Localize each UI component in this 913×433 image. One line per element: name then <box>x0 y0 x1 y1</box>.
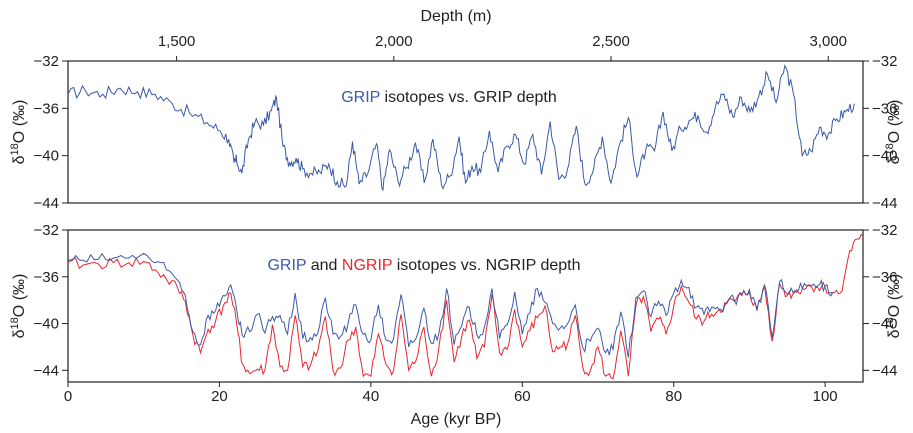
bottom-axis-tick-label: 60 <box>514 388 531 405</box>
right-axis-tick-label: −36 <box>872 100 897 117</box>
panel-grip-ngrip-age: 0 20 40 60 80 100 −32 −36 −40 −44 −32 −36 −40 −44 G… <box>9 222 903 405</box>
panel2-left-ticks: −32 −36 −40 −44 <box>34 222 68 379</box>
left-axis-tick-label: −36 <box>34 100 59 117</box>
bottom-axis-tick-label: 80 <box>665 388 682 405</box>
bottom-axis-tick-label: 0 <box>64 388 72 405</box>
panel1-frame <box>67 60 864 204</box>
top-axis-tick-label: 3,000 <box>809 33 847 50</box>
series-line-grip <box>67 252 834 358</box>
right-axis-tick-label: −36 <box>872 269 897 286</box>
panel2-frame <box>67 229 864 383</box>
top-axis-tick-label: 2,500 <box>592 33 630 50</box>
top-axis-tick-label: 2,000 <box>375 33 413 50</box>
right-axis-tick-label: −40 <box>872 316 897 333</box>
left-axis-tick-label: −40 <box>34 148 59 165</box>
left-axis-tick-label: −32 <box>34 222 59 239</box>
panel1-top-ticks: 1,500 2,000 2,500 3,000 <box>158 33 847 61</box>
bottom-axis-title: Age (kyr BP) <box>411 411 502 428</box>
top-axis-title: Depth (m) <box>420 8 491 25</box>
left-axis-tick-label: −36 <box>34 269 59 286</box>
panel2-bottom-ticks: 0 20 40 60 80 100 <box>64 382 838 405</box>
bottom-axis-tick-label: 100 <box>813 388 838 405</box>
top-axis-tick-label: 1,500 <box>158 33 196 50</box>
panel2-title: GRIP and NGRIP isotopes vs. NGRIP depth <box>267 257 580 274</box>
right-axis-tick-label: −44 <box>872 362 897 379</box>
panel1-y-axis-title-left: δ18O (‰) <box>9 100 28 165</box>
bottom-axis-tick-label: 40 <box>363 388 380 405</box>
panel1-y-axis-title-right: δ18O (‰) <box>884 100 903 165</box>
left-axis-tick-label: −32 <box>34 53 59 70</box>
panel-grip-depth: 1,500 2,000 2,500 3,000 −32 −36 −40 −44 −32 −36… <box>9 33 903 212</box>
right-axis-tick-label: −32 <box>872 53 897 70</box>
panel1-title: GRIP isotopes vs. GRIP depth <box>341 89 557 106</box>
panel1-left-ticks: −32 −36 −40 −44 <box>34 53 68 212</box>
panel1-series <box>67 64 855 192</box>
panel2-y-axis-title-right: δ18O (‰) <box>884 274 903 339</box>
bottom-axis-tick-label: 20 <box>211 388 228 405</box>
panel2-series <box>67 233 864 380</box>
left-axis-tick-label: −44 <box>34 362 59 379</box>
right-axis-tick-label: −40 <box>872 148 897 165</box>
series-line-ngrip <box>67 233 864 380</box>
panel2-y-axis-title-left: δ18O (‰) <box>9 274 28 339</box>
right-axis-tick-label: −32 <box>872 222 897 239</box>
left-axis-tick-label: −44 <box>34 195 59 212</box>
panel2-right-ticks: −32 −36 −40 −44 <box>863 222 897 379</box>
right-axis-tick-label: −44 <box>872 195 897 212</box>
series-line-grip <box>67 64 855 192</box>
panel1-right-ticks: −32 −36 −40 −44 <box>863 53 897 212</box>
left-axis-tick-label: −40 <box>34 316 59 333</box>
